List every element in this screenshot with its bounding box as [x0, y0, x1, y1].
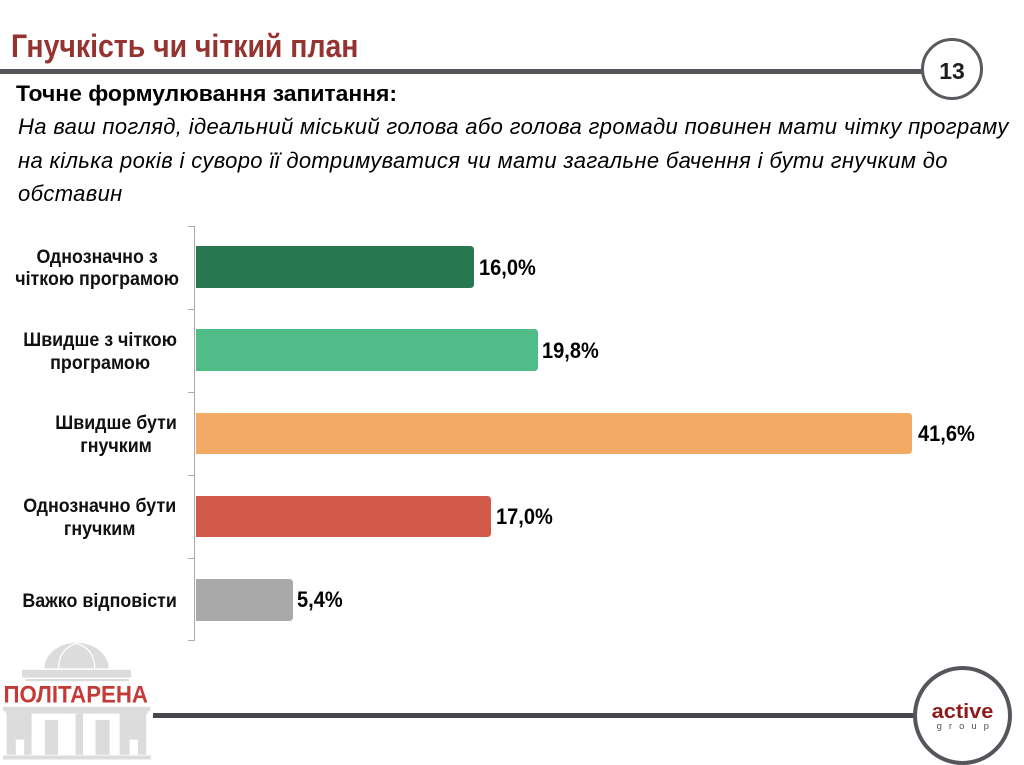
svg-text:ПОЛІТАРЕНА: ПОЛІТАРЕНА [4, 682, 149, 709]
